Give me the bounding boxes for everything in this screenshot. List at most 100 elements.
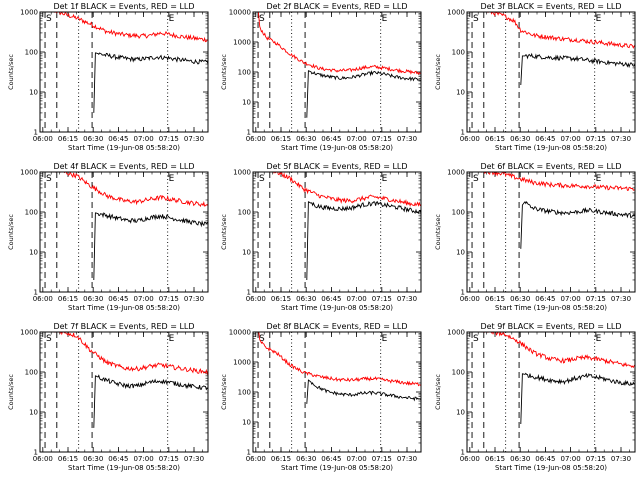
detector-panel-9: Det 9f BLACK = Events, RED = LLD Counts/s… (434, 322, 636, 472)
plot-frame (466, 171, 636, 293)
plot-frame (466, 331, 636, 453)
marker-label: E (596, 14, 602, 24)
plot-frame (39, 11, 209, 133)
marker-label: S (259, 174, 265, 184)
x-tick-label: 07:15 (586, 455, 606, 463)
series-line-events (520, 52, 635, 86)
series-line-events (306, 379, 421, 404)
panel-title: Det 3f BLACK = Events, RED = LLD (480, 2, 621, 11)
y-tick-label: 1 (247, 449, 251, 457)
x-axis-label: Start Time (19-Jun-08 05:58:20) (495, 464, 607, 472)
x-tick-label: 06:15 (271, 135, 291, 143)
y-tick-label: 1 (461, 129, 465, 137)
marker-label: E (169, 334, 175, 344)
x-tick-label: 06:00 (246, 135, 266, 143)
x-tick-label: 07:15 (586, 295, 606, 303)
y-tick-label: 10 (456, 409, 465, 417)
y-tick-label: 10 (456, 249, 465, 257)
detector-panel-2: Det 2f BLACK = Events, RED = LLD Counts/s… (220, 2, 422, 152)
x-tick-label: 06:45 (321, 455, 341, 463)
x-tick-label: 06:15 (271, 295, 291, 303)
y-tick-label: 100 (238, 69, 251, 77)
x-tick-label: 06:30 (296, 135, 316, 143)
y-axis-label: Counts/sec (7, 54, 15, 90)
panel-title: Det 1f BLACK = Events, RED = LLD (53, 2, 194, 11)
marker-label: S (46, 334, 52, 344)
y-tick-label: 100 (452, 49, 465, 57)
y-tick-label: 1 (247, 129, 251, 137)
y-tick-label: 10 (242, 419, 251, 427)
marker-label: S (46, 174, 52, 184)
x-tick-label: 07:30 (184, 455, 204, 463)
detector-panel-8: Det 8f BLACK = Events, RED = LLD Counts/s… (220, 322, 422, 472)
marker-label: E (169, 14, 175, 24)
marker-label: E (382, 14, 388, 24)
x-tick-label: 07:30 (611, 135, 631, 143)
x-tick-label: 07:15 (159, 295, 179, 303)
panel-title: Det 5f BLACK = Events, RED = LLD (266, 162, 407, 171)
marker-label: S (259, 334, 265, 344)
plot-frame (39, 171, 209, 293)
x-tick-label: 06:15 (485, 295, 505, 303)
panel-title: Det 9f BLACK = Events, RED = LLD (480, 322, 621, 331)
y-tick-label: 1000 (233, 169, 251, 177)
y-tick-label: 100 (238, 389, 251, 397)
x-tick-label: 06:00 (33, 295, 53, 303)
series-line-events (520, 201, 635, 249)
x-tick-label: 07:30 (184, 135, 204, 143)
marker-label: E (169, 174, 175, 184)
y-tick-label: 1000 (20, 169, 38, 177)
x-tick-label: 06:00 (460, 295, 480, 303)
x-tick-label: 07:15 (159, 135, 179, 143)
y-tick-label: 10 (456, 89, 465, 97)
y-axis-label: Counts/sec (220, 54, 228, 90)
x-tick-label: 07:15 (372, 135, 392, 143)
series-line-lld (480, 172, 635, 191)
y-axis-label: Counts/sec (220, 214, 228, 250)
x-tick-label: 06:30 (510, 135, 530, 143)
x-tick-label: 06:30 (296, 295, 316, 303)
y-tick-label: 1000 (447, 169, 465, 177)
y-tick-label: 100 (25, 209, 38, 217)
series-line-lld (258, 332, 421, 387)
panel-title: Det 7f BLACK = Events, RED = LLD (53, 322, 194, 331)
x-tick-label: 06:00 (33, 455, 53, 463)
series-line-lld (481, 332, 635, 369)
x-tick-label: 06:45 (108, 295, 128, 303)
panel-title: Det 4f BLACK = Events, RED = LLD (53, 162, 194, 171)
x-tick-label: 06:15 (485, 455, 505, 463)
detector-panel-7: Det 7f BLACK = Events, RED = LLD Counts/s… (7, 322, 209, 472)
y-axis-label: Counts/sec (434, 374, 442, 410)
y-axis-label: Counts/sec (434, 54, 442, 90)
y-tick-label: 10000 (229, 329, 251, 337)
marker-label: E (596, 174, 602, 184)
y-tick-label: 1 (247, 289, 251, 297)
x-tick-label: 07:30 (611, 455, 631, 463)
y-tick-label: 1 (34, 129, 38, 137)
y-tick-label: 1000 (447, 9, 465, 17)
x-tick-label: 06:45 (535, 135, 555, 143)
x-tick-label: 06:30 (510, 295, 530, 303)
detector-panel-3: Det 3f BLACK = Events, RED = LLD Counts/s… (434, 2, 636, 152)
plot-frame (252, 11, 422, 133)
y-tick-label: 10 (242, 249, 251, 257)
marker-label: E (382, 334, 388, 344)
detector-panel-4: Det 4f BLACK = Events, RED = LLD Counts/s… (7, 162, 209, 312)
x-tick-label: 06:15 (271, 455, 291, 463)
x-tick-label: 07:00 (347, 135, 367, 143)
x-tick-label: 07:15 (372, 295, 392, 303)
y-tick-label: 1000 (20, 9, 38, 17)
series-line-events (306, 70, 421, 118)
panel-title: Det 6f BLACK = Events, RED = LLD (480, 162, 621, 171)
x-tick-label: 07:30 (397, 135, 417, 143)
plot-frame (252, 331, 422, 453)
x-tick-label: 07:30 (397, 295, 417, 303)
series-line-events (93, 212, 208, 281)
plot-frame (466, 11, 636, 133)
x-tick-label: 06:45 (108, 135, 128, 143)
plot-frame (252, 171, 422, 293)
marker-label: E (382, 174, 388, 184)
marker-label: E (596, 334, 602, 344)
series-line-events (93, 374, 208, 428)
